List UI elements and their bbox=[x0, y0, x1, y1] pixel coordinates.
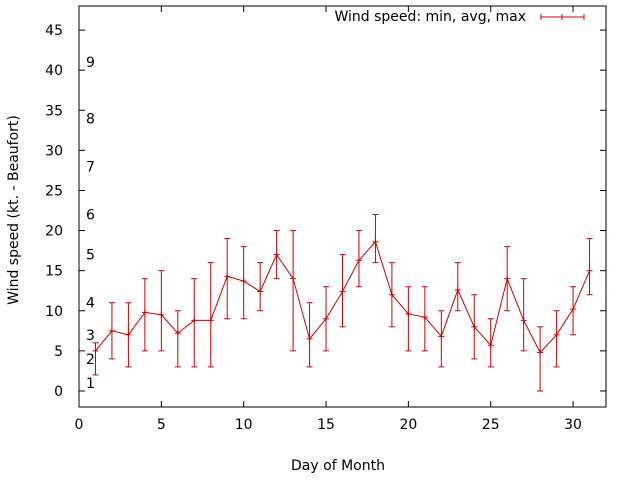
x-tick-label: 20 bbox=[399, 417, 417, 433]
y-tick-label: 40 bbox=[45, 63, 63, 79]
data-point bbox=[273, 251, 280, 258]
data-point bbox=[92, 347, 99, 354]
data-point bbox=[290, 275, 297, 282]
data-point bbox=[570, 306, 577, 313]
data-point bbox=[191, 317, 198, 324]
data-point bbox=[257, 288, 264, 295]
y-tick-label: 20 bbox=[45, 224, 63, 240]
data-point bbox=[125, 331, 132, 338]
beaufort-label: 1 bbox=[86, 376, 95, 392]
beaufort-label: 3 bbox=[86, 328, 95, 344]
data-point bbox=[108, 327, 115, 334]
y-tick-label: 10 bbox=[45, 304, 63, 320]
legend-sample bbox=[540, 14, 585, 20]
y-tick-label: 25 bbox=[45, 183, 63, 199]
y-tick-label: 15 bbox=[45, 264, 63, 280]
y-tick-labels: 0 5 10 15 20 25 30 35 40 45 bbox=[45, 23, 63, 400]
data-point bbox=[504, 275, 511, 282]
data-point bbox=[388, 291, 395, 298]
legend-label: Wind speed: min, avg, max bbox=[334, 9, 526, 25]
series-layer bbox=[92, 214, 593, 392]
y-tick-label: 45 bbox=[45, 23, 63, 39]
beaufort-label: 4 bbox=[86, 296, 95, 312]
beaufort-label: 9 bbox=[86, 55, 95, 71]
data-point bbox=[586, 267, 593, 274]
y-tick-label: 0 bbox=[54, 384, 63, 400]
y-tick-label: 30 bbox=[45, 143, 63, 159]
plot-border bbox=[78, 5, 607, 408]
y-tick-label: 5 bbox=[54, 344, 63, 360]
y-axis-label: Wind speed (kt. - Beaufort) bbox=[6, 115, 22, 305]
x-tick-label: 25 bbox=[482, 417, 500, 433]
plot-frame bbox=[78, 5, 607, 408]
data-point bbox=[405, 310, 412, 317]
data-point bbox=[323, 315, 330, 322]
x-tick-label: 15 bbox=[317, 417, 335, 433]
x-tick-label: 10 bbox=[235, 417, 253, 433]
data-point bbox=[520, 317, 527, 324]
data-point bbox=[207, 317, 214, 324]
axis-ticks bbox=[78, 6, 606, 407]
data-point bbox=[372, 238, 379, 245]
beaufort-label: 7 bbox=[86, 159, 95, 175]
data-point bbox=[224, 273, 231, 280]
legend: Wind speed: min, avg, max bbox=[334, 9, 585, 25]
data-point bbox=[537, 349, 544, 356]
data-point bbox=[339, 288, 346, 295]
data-point bbox=[471, 323, 478, 330]
data-point bbox=[141, 309, 148, 316]
x-tick-labels: 0 5 10 15 20 25 30 bbox=[75, 417, 582, 433]
data-point bbox=[438, 333, 445, 340]
data-point bbox=[174, 330, 181, 337]
beaufort-annotations: 1 2 3 4 5 6 7 8 9 bbox=[86, 55, 95, 392]
data-point bbox=[158, 311, 165, 318]
x-tick-label: 5 bbox=[157, 417, 166, 433]
y-tick-label: 35 bbox=[45, 103, 63, 119]
data-point bbox=[454, 286, 461, 293]
data-point bbox=[240, 278, 247, 285]
x-tick-label: 0 bbox=[75, 417, 84, 433]
data-point bbox=[306, 335, 313, 342]
beaufort-label: 6 bbox=[86, 208, 95, 224]
data-point bbox=[487, 342, 494, 349]
beaufort-label: 5 bbox=[86, 248, 95, 264]
data-point bbox=[355, 257, 362, 264]
x-tick-label: 30 bbox=[564, 417, 582, 433]
data-point bbox=[421, 314, 428, 321]
beaufort-label: 2 bbox=[86, 352, 95, 368]
x-axis-label: Day of Month bbox=[291, 458, 385, 474]
data-point bbox=[553, 331, 560, 338]
beaufort-label: 8 bbox=[86, 111, 95, 127]
